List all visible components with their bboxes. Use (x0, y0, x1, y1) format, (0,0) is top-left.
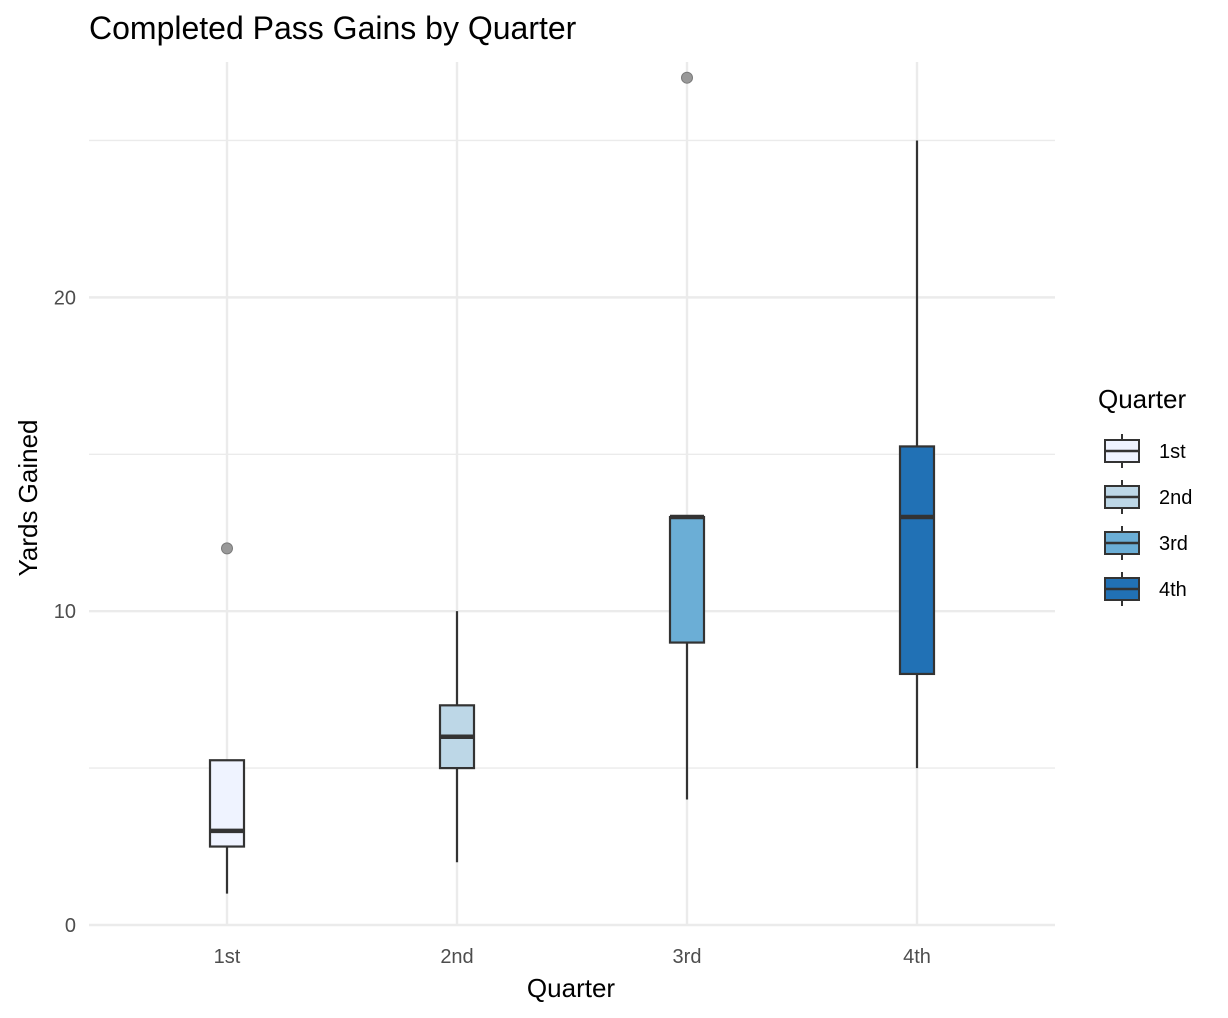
legend-label: 1st (1159, 441, 1186, 463)
box-2nd (438, 611, 476, 863)
legend-item-2nd: 2nd (1104, 480, 1192, 514)
y-tick-label: 10 (54, 601, 76, 623)
legend-label: 4th (1159, 579, 1187, 601)
y-tick-label: 0 (65, 915, 76, 937)
outlier-point (221, 542, 233, 555)
legend-item-4th: 4th (1104, 572, 1187, 606)
y-axis-title: Yards Gained (13, 419, 43, 576)
box-series (208, 71, 936, 894)
y-tick-label: 20 (54, 287, 76, 309)
legend-item-1st: 1st (1104, 434, 1186, 468)
x-tick-label: 2nd (440, 946, 473, 968)
x-tick-label: 3rd (673, 946, 702, 968)
box-body (208, 759, 246, 848)
x-axis-ticks: 1st 2nd 3rd 4th (214, 946, 931, 968)
x-axis-title: Quarter (527, 973, 615, 1003)
legend-item-3rd: 3rd (1104, 526, 1188, 560)
chart-title: Completed Pass Gains by Quarter (89, 10, 577, 46)
box-3rd (668, 71, 706, 800)
legend-label: 3rd (1159, 533, 1188, 555)
grid-lines (89, 62, 1055, 927)
y-axis-ticks: 0 10 20 (54, 287, 76, 937)
box-body (898, 445, 936, 676)
box-4th (898, 140, 936, 769)
box-body (668, 515, 706, 644)
box-1st (208, 542, 246, 894)
x-tick-label: 1st (214, 946, 241, 968)
x-tick-label: 4th (903, 946, 931, 968)
legend-title: Quarter (1098, 384, 1186, 414)
outlier-point (681, 71, 693, 84)
legend-label: 2nd (1159, 487, 1192, 509)
legend: Quarter 1st 2nd 3rd 4th (1098, 384, 1192, 606)
